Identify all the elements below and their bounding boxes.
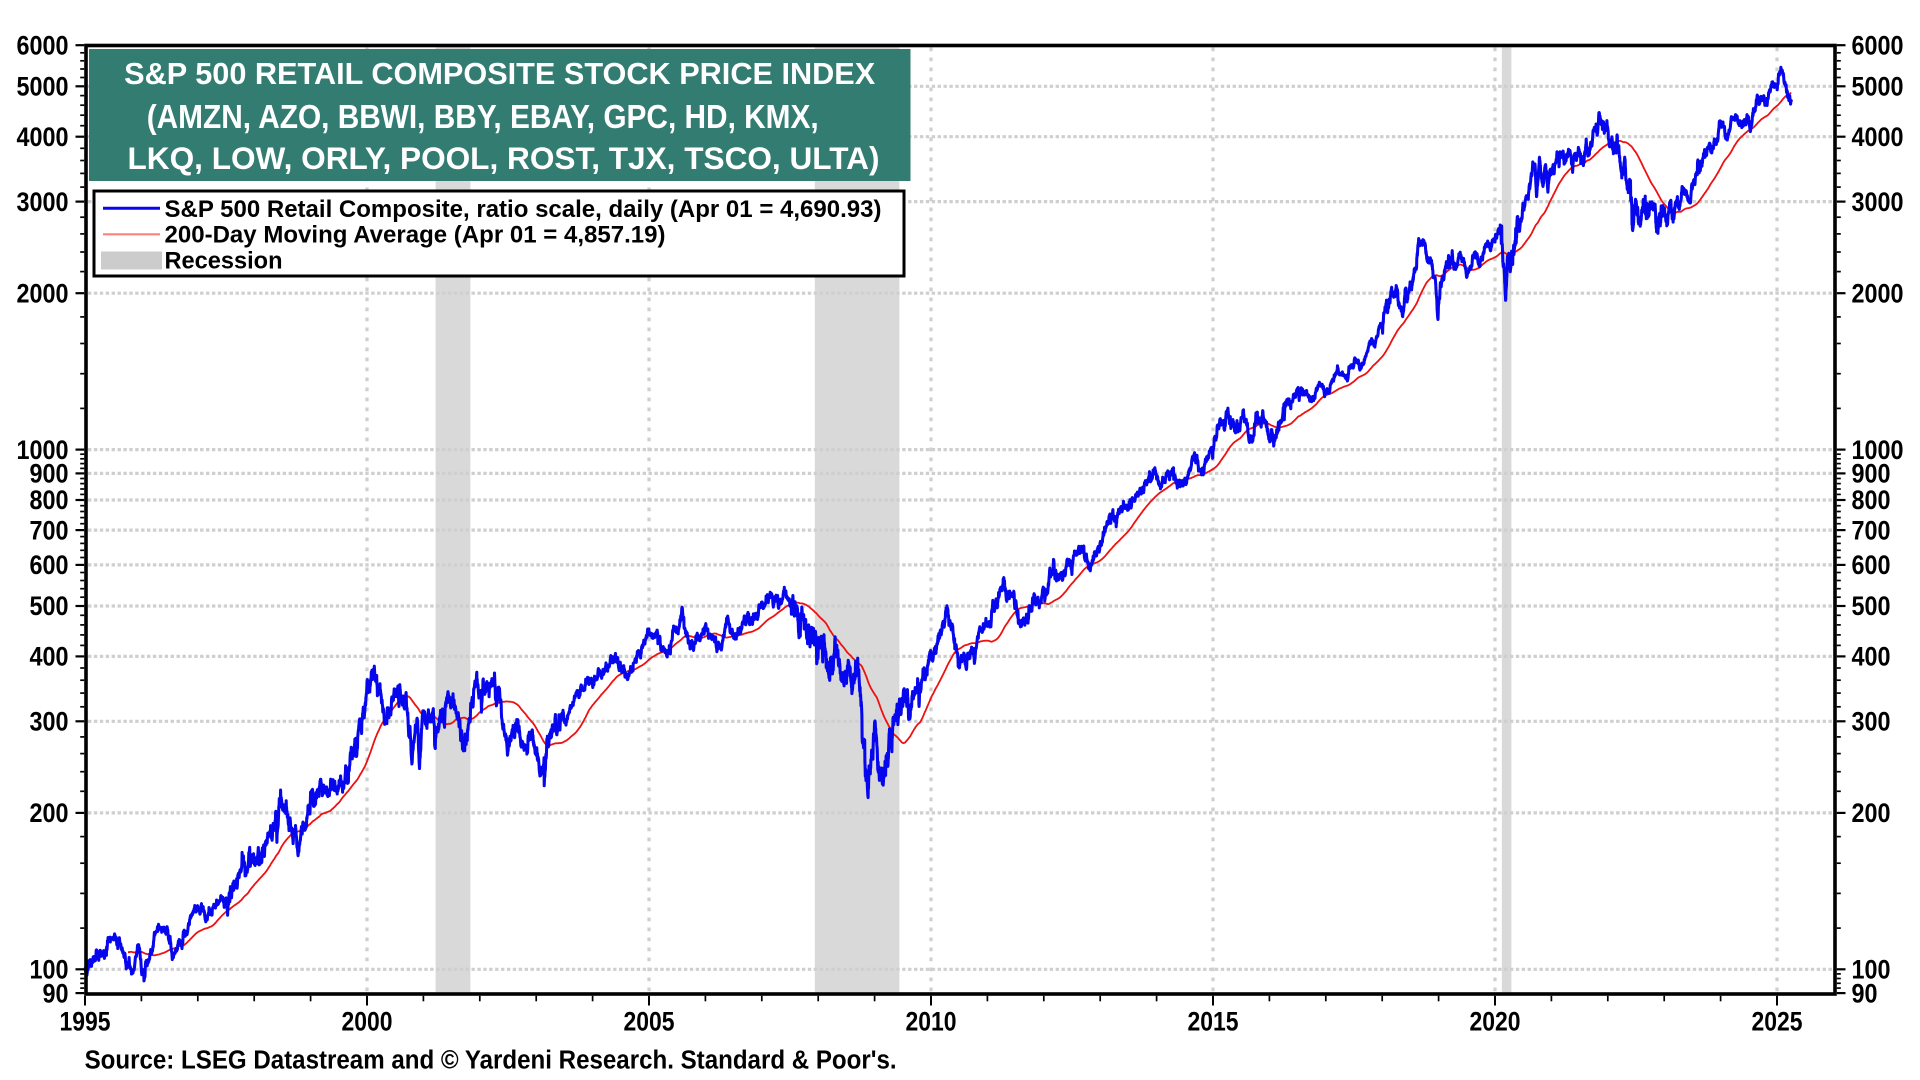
- svg-text:600: 600: [30, 550, 69, 580]
- svg-text:2010: 2010: [906, 1006, 957, 1036]
- svg-text:500: 500: [1852, 591, 1891, 621]
- svg-text:2000: 2000: [1852, 278, 1904, 308]
- svg-text:Source: LSEG Datastream and ©: Source: LSEG Datastream and © Yardeni Re…: [85, 1047, 897, 1075]
- svg-text:2015: 2015: [1188, 1006, 1239, 1036]
- svg-text:LKQ, LOW, ORLY, POOL, ROST, TJ: LKQ, LOW, ORLY, POOL, ROST, TJX, TSCO, U…: [128, 140, 880, 176]
- svg-text:100: 100: [1852, 955, 1891, 985]
- svg-text:200: 200: [30, 798, 69, 828]
- svg-text:3000: 3000: [17, 187, 69, 217]
- svg-text:900: 900: [30, 459, 69, 489]
- svg-text:700: 700: [1852, 515, 1891, 545]
- svg-text:1000: 1000: [1852, 435, 1904, 465]
- svg-text:S&P 500 Retail Composite, rati: S&P 500 Retail Composite, ratio scale, d…: [165, 196, 882, 223]
- svg-text:900: 900: [1852, 459, 1891, 489]
- svg-text:800: 800: [1852, 485, 1891, 515]
- svg-text:S&P 500 RETAIL COMPOSITE STOCK: S&P 500 RETAIL COMPOSITE STOCK PRICE IND…: [124, 57, 876, 91]
- svg-text:(AMZN, AZO, BBWI, BBY, EBAY, G: (AMZN, AZO, BBWI, BBY, EBAY, GPC, HD, KM…: [147, 99, 819, 136]
- svg-text:400: 400: [1852, 642, 1891, 672]
- svg-text:3000: 3000: [1852, 187, 1904, 217]
- svg-text:4000: 4000: [1852, 122, 1904, 152]
- svg-text:6000: 6000: [1852, 30, 1904, 60]
- svg-text:90: 90: [43, 978, 69, 1008]
- svg-text:2000: 2000: [342, 1006, 393, 1036]
- svg-text:2000: 2000: [17, 278, 69, 308]
- svg-text:600: 600: [1852, 550, 1891, 580]
- svg-text:5000: 5000: [1852, 72, 1904, 102]
- svg-text:90: 90: [1852, 978, 1878, 1008]
- svg-text:300: 300: [1852, 707, 1891, 737]
- svg-text:100: 100: [30, 955, 69, 985]
- svg-text:2025: 2025: [1752, 1006, 1803, 1036]
- svg-text:800: 800: [30, 485, 69, 515]
- svg-text:200-Day Moving Average (Apr 01: 200-Day Moving Average (Apr 01 = 4,857.1…: [165, 222, 666, 249]
- svg-text:1000: 1000: [17, 435, 69, 465]
- svg-text:5000: 5000: [17, 72, 69, 102]
- svg-text:500: 500: [30, 591, 69, 621]
- svg-text:200: 200: [1852, 798, 1891, 828]
- svg-text:400: 400: [30, 642, 69, 672]
- svg-text:2020: 2020: [1470, 1006, 1521, 1036]
- svg-text:6000: 6000: [17, 30, 69, 60]
- svg-text:300: 300: [30, 707, 69, 737]
- svg-text:2005: 2005: [624, 1006, 675, 1036]
- svg-text:1995: 1995: [60, 1006, 111, 1036]
- svg-text:Recession: Recession: [165, 248, 283, 275]
- svg-text:4000: 4000: [17, 122, 69, 152]
- svg-text:700: 700: [30, 515, 69, 545]
